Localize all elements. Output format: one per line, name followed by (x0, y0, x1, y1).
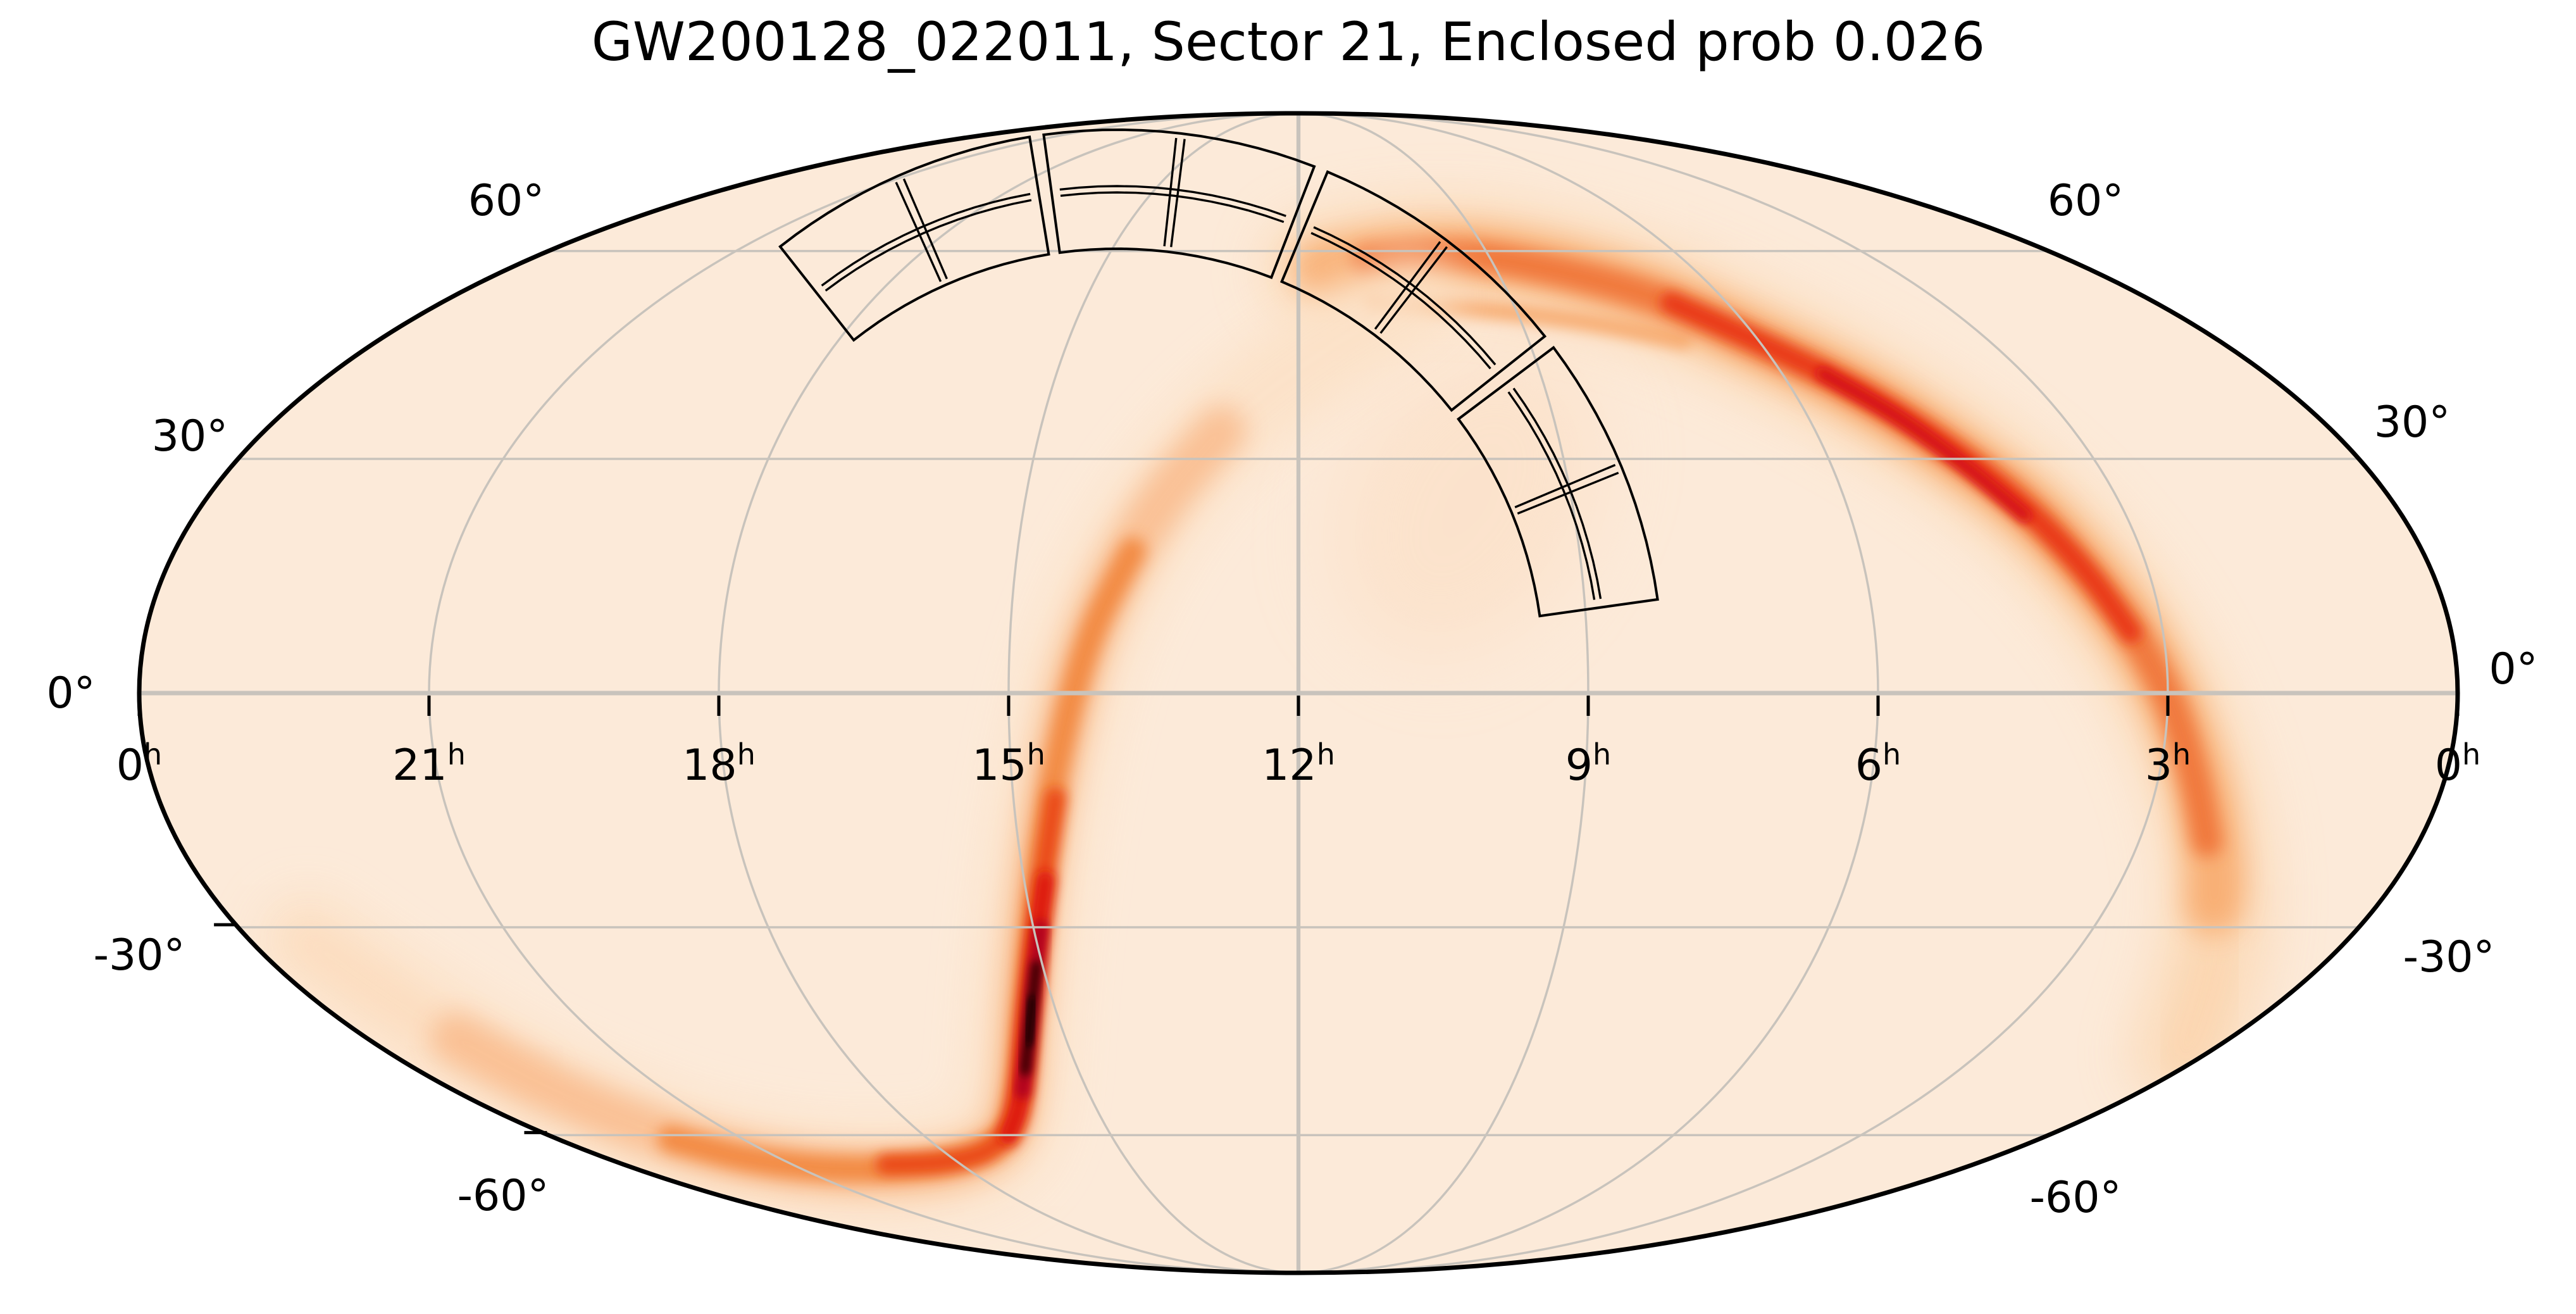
ra-label-21h: 21h (392, 737, 466, 791)
ra-label-15h: 15h (972, 737, 1045, 791)
dec-label-left-30: 30° (152, 411, 228, 461)
dec-label-left--60: -60° (457, 1171, 549, 1221)
ccd-gap-radial (902, 178, 948, 280)
dec-label-right-60: 60° (2048, 176, 2124, 226)
dec-label-left--30: -30° (93, 930, 185, 980)
ccd-gap-radial (1379, 246, 1448, 334)
ccd-gap-radial (1517, 472, 1619, 515)
ccd-gap-tangential (1313, 226, 1496, 366)
camera-outline (1279, 170, 1547, 412)
ra-label-6h: 6h (1855, 737, 1901, 791)
probability-band (259, 197, 2274, 1221)
graticule (139, 112, 2458, 1274)
ccd-gap-tangential (1507, 391, 1596, 600)
ccd-gap-tangential (1512, 387, 1602, 599)
axis-labels: 0h 21h 18h 15h 12h 9h 6h 3h 0h 60° 30° 0° -30° -60° 60… (46, 176, 2537, 1223)
ccd-gap-tangential (821, 192, 1031, 287)
map-outline-ellipse (137, 111, 2460, 1275)
ccd-gap-radial (1170, 139, 1186, 247)
probability-haze (1335, 345, 1601, 655)
band-right-arc-hottest (1816, 367, 2031, 522)
axis-ticks (137, 696, 2460, 1134)
band-peak-darkest (1025, 996, 1036, 1046)
camera-outline (1042, 128, 1316, 279)
camera-outline (1457, 346, 1659, 618)
sector-footprint (778, 128, 1659, 618)
ra-label-3h: 3h (2145, 737, 2191, 791)
dec-label-right--30: -30° (2403, 932, 2494, 982)
dec-label-left-60: 60° (468, 176, 545, 226)
map-outline (137, 111, 2460, 1275)
ra-label-0h: 0h (2435, 737, 2480, 791)
ccd-gap-tangential (1060, 191, 1285, 223)
ra-label-18h: 18h (682, 737, 756, 791)
ccd-gap-tangential (824, 199, 1032, 292)
dec-label-right-0: 0° (2489, 644, 2537, 694)
ccd-gap-radial (1374, 241, 1441, 330)
dec-label-right--60: -60° (2029, 1173, 2121, 1223)
ccd-gap-radial (1163, 137, 1178, 247)
dec-label-right-30: 30° (2374, 397, 2451, 447)
ra-label-12h: 12h (1262, 737, 1335, 791)
ccd-gap-tangential (1059, 185, 1286, 217)
ra-label-9h: 9h (1565, 737, 1611, 791)
ccd-gap-radial (1514, 463, 1616, 509)
ccd-gap-tangential (1310, 232, 1491, 370)
plot-title: GW200128_022011, Sector 21, Enclosed pro… (592, 11, 1986, 73)
camera-outline (778, 135, 1050, 342)
ra-label-0h: 0h (116, 737, 162, 791)
dec-label-left-0: 0° (46, 668, 95, 718)
ccd-gap-radial (895, 182, 942, 282)
